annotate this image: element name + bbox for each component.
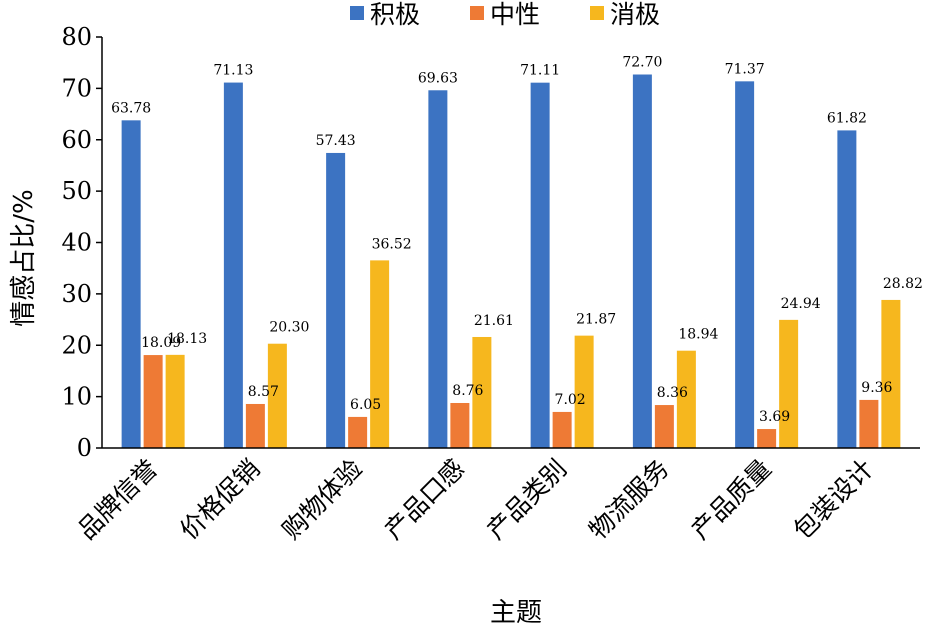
bar-positive: [428, 90, 448, 448]
data-label: 6.05: [350, 397, 381, 413]
data-label: 18.94: [678, 327, 718, 343]
bar-negative: [472, 336, 492, 448]
y-tick-label: 60: [61, 126, 92, 154]
bar-positive: [530, 82, 550, 449]
data-label: 21.87: [576, 312, 616, 328]
bar-negative: [267, 343, 287, 448]
category-label: 物流服务: [583, 454, 674, 545]
y-tick-label: 10: [61, 383, 92, 411]
legend-label: 中性: [490, 0, 540, 29]
legend-swatch: [590, 6, 604, 20]
data-label: 18.13: [167, 331, 207, 347]
bar-neutral: [348, 416, 368, 448]
category-label: 产品口感: [379, 454, 470, 545]
bar-negative: [165, 354, 185, 448]
data-label: 9.36: [861, 380, 892, 396]
category-label: 产品类别: [481, 454, 572, 545]
bar-negative: [779, 319, 799, 448]
y-tick-label: 80: [61, 23, 92, 51]
y-tick-label: 0: [77, 434, 92, 462]
legend-swatch: [350, 6, 364, 20]
data-label: 72.70: [622, 55, 662, 71]
data-label: 71.11: [520, 63, 560, 79]
bar-neutral: [859, 399, 879, 448]
data-label: 8.76: [452, 383, 483, 399]
bar-neutral: [245, 403, 265, 448]
category-label: 包装设计: [788, 454, 879, 545]
legend-label: 消极: [610, 0, 660, 29]
data-label: 71.37: [725, 61, 765, 77]
y-tick-label: 20: [61, 331, 92, 359]
data-label: 36.52: [372, 236, 412, 252]
data-label: 69.63: [418, 70, 458, 86]
y-tick-label: 50: [61, 177, 92, 205]
data-label: 28.82: [883, 276, 923, 292]
category-label: 产品质量: [686, 454, 777, 545]
category-label: 购物体验: [277, 454, 368, 545]
legend-swatch: [470, 6, 484, 20]
bar-positive: [837, 130, 857, 448]
data-label: 57.43: [316, 133, 356, 149]
category-labels: 品牌信誉 价格促销 购物体验 产品口感 产品类别 物流服务 产品质量 包装设计: [72, 454, 879, 545]
bar-positive: [326, 152, 346, 448]
bar-neutral: [654, 405, 674, 448]
category-label: 价格促销: [174, 454, 265, 545]
data-label: 3.69: [759, 409, 790, 425]
legend-label: 积极: [370, 0, 420, 29]
bar-neutral: [552, 411, 572, 448]
y-axis-title: 情感占比/%: [9, 189, 39, 326]
y-tick-label: 30: [61, 280, 92, 308]
bar-positive: [632, 74, 652, 448]
bar-positive: [735, 81, 755, 449]
data-label: 21.61: [474, 313, 514, 329]
bar-negative: [881, 299, 901, 448]
bars: [121, 74, 901, 449]
data-label: 18.09: [141, 335, 181, 351]
bar-neutral: [450, 402, 470, 448]
data-label: 63.78: [111, 100, 151, 116]
data-label: 71.13: [213, 63, 253, 79]
x-axis-title: 主题: [490, 598, 542, 628]
bar-neutral: [757, 429, 777, 448]
data-label: 8.57: [248, 384, 279, 400]
data-label: 61.82: [827, 110, 867, 126]
bar-neutral: [143, 355, 163, 448]
y-tick-label: 70: [61, 74, 92, 102]
data-label: 24.94: [781, 296, 821, 312]
data-label: 20.30: [269, 320, 309, 336]
bar-positive: [121, 120, 141, 448]
y-axis-ticks: 0 10 20 30 40 50 60 70 80: [61, 23, 102, 462]
bar-positive: [223, 82, 243, 448]
bar-negative: [574, 335, 594, 448]
bar-negative: [676, 350, 696, 448]
bar-negative: [370, 260, 390, 448]
data-label: 7.02: [555, 392, 586, 408]
category-label: 品牌信誉: [72, 454, 163, 545]
legend: 积极 中性 消极: [350, 0, 660, 29]
y-tick-label: 40: [61, 229, 92, 257]
data-label: 8.36: [657, 385, 688, 401]
